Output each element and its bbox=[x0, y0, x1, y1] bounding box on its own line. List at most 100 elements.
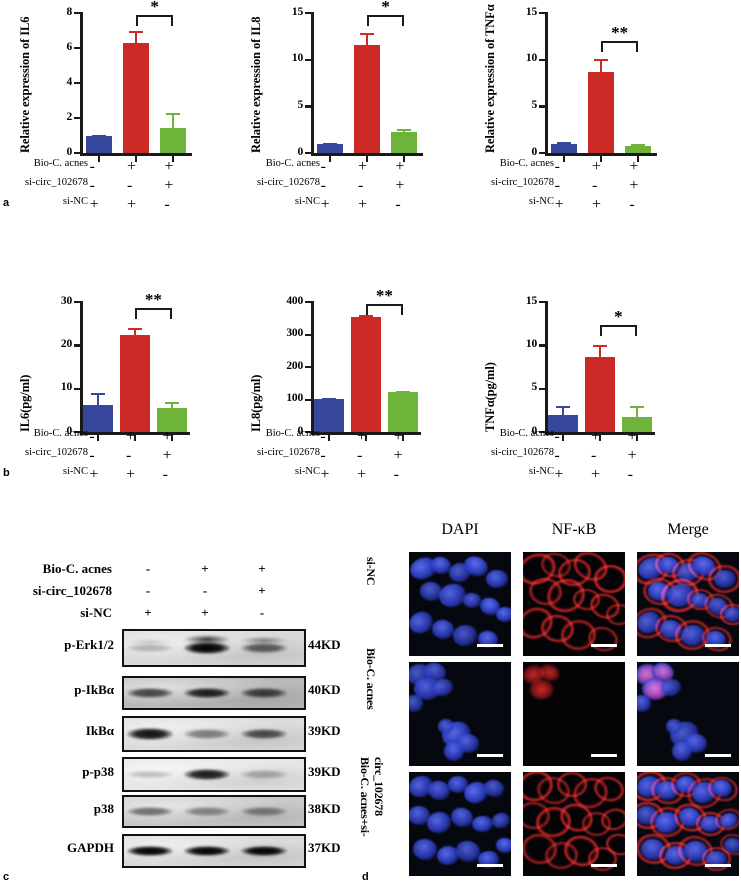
bar-b1-1 bbox=[120, 335, 150, 432]
condition-value-a3-2-0: + bbox=[554, 196, 564, 213]
blot-band-3-0 bbox=[127, 770, 173, 779]
blot-gel-2 bbox=[122, 716, 306, 752]
error-bar-a3-1 bbox=[594, 59, 608, 72]
y-tick-label-a3-2: 10 bbox=[525, 52, 537, 65]
y-tick-label-b1-0: 0 bbox=[66, 424, 72, 437]
x-tick-a1-1 bbox=[134, 155, 138, 162]
blot-condition-value-2-1: + bbox=[201, 605, 209, 620]
condition-label-a1-2: si-NC bbox=[62, 196, 88, 207]
if-column-header-0: DAPI bbox=[441, 521, 479, 538]
plot-area-a3: 0 5 10 15 Relative expression of TNFα ** bbox=[483, 4, 657, 162]
bar-a1-2 bbox=[160, 127, 187, 153]
condition-value-a3-2-2: - bbox=[629, 196, 635, 213]
y-tick-b1-3 bbox=[74, 301, 80, 304]
if-scale-bar-2-0 bbox=[477, 864, 503, 867]
condition-value-a2-0-1: + bbox=[358, 158, 368, 175]
significance-bracket bbox=[135, 307, 172, 319]
if-nucleus-1-0-8 bbox=[437, 719, 454, 734]
y-tick-b2-2 bbox=[305, 366, 311, 369]
y-tick-label-b3-0: 0 bbox=[531, 424, 537, 437]
error-bar-b2-2 bbox=[395, 390, 410, 393]
significance-bracket bbox=[367, 15, 405, 26]
error-stem bbox=[599, 344, 601, 357]
condition-value-b1-2-2: - bbox=[162, 466, 168, 483]
blot-band-upper-0-0 bbox=[127, 638, 173, 645]
error-stem bbox=[366, 32, 368, 45]
bar-a1-1 bbox=[123, 42, 149, 153]
if-row-label-2-line1: circ_102678 bbox=[372, 757, 386, 816]
error-bar-a2-1 bbox=[360, 32, 374, 45]
plot-area-b3: 0 5 10 15 TNFα(pg/ml) * bbox=[483, 295, 655, 441]
y-tick-a2-3 bbox=[305, 12, 311, 15]
y-tick-a1-4 bbox=[74, 12, 80, 15]
condition-value-b1-0-0: - bbox=[89, 428, 95, 445]
condition-value-a2-0-2: + bbox=[395, 158, 405, 175]
x-axis-a2 bbox=[311, 153, 423, 156]
x-tick-b2-2 bbox=[401, 434, 404, 441]
significance-bracket bbox=[366, 304, 403, 315]
y-axis-title-b1: IL6(pg/ml) bbox=[18, 374, 32, 432]
x-tick-b2-1 bbox=[364, 434, 368, 441]
condition-label-b1-1: si-circ_102678 bbox=[25, 447, 88, 458]
significance-bracket bbox=[600, 324, 637, 336]
y-tick-b3-1 bbox=[539, 387, 545, 390]
condition-value-a2-1-0: - bbox=[320, 177, 326, 194]
blot-kd-label-0: 44KD bbox=[308, 637, 341, 652]
condition-value-a2-2-1: + bbox=[358, 196, 368, 213]
blot-kd-label-4: 38KD bbox=[308, 800, 341, 816]
condition-value-a1-1-0: - bbox=[89, 177, 95, 194]
blot-row-label-5: GAPDH bbox=[67, 840, 114, 855]
if-scale-bar-2-1 bbox=[591, 864, 617, 867]
y-tick-b3-3 bbox=[539, 301, 545, 304]
bar-b3-2 bbox=[621, 416, 652, 432]
condition-label-a2-1: si-circ_102678 bbox=[257, 177, 320, 188]
error-bar-a1-2 bbox=[166, 112, 181, 128]
y-tick-label-b2-3: 300 bbox=[286, 327, 303, 339]
panel-letter-b: b bbox=[3, 467, 10, 479]
y-axis-title-a2: Relative expression of IL8 bbox=[249, 16, 263, 153]
condition-value-b1-0-2: + bbox=[162, 428, 172, 445]
condition-label-a3-0: Bio-C. acnes bbox=[499, 158, 554, 169]
blot-condition-value-1-1: - bbox=[202, 583, 208, 598]
blot-condition-value-0-1: + bbox=[201, 561, 209, 576]
chart-a1: 0 2 4 6 8 Relative expression of IL6 * bbox=[18, 0, 237, 162]
blot-kd-label-5: 37KD bbox=[308, 840, 341, 855]
condition-label-b3-1: si-circ_102678 bbox=[491, 447, 554, 458]
blot-condition-value-2-0: + bbox=[144, 605, 152, 620]
chart-b1: 0 10 20 30 IL6(pg/ml) ** bbox=[18, 291, 237, 446]
condition-value-a3-1-0: - bbox=[554, 177, 560, 194]
error-bar-b1-2 bbox=[164, 402, 179, 408]
blot-condition-label-2: si-NC bbox=[80, 605, 112, 620]
x-axis-a1 bbox=[80, 153, 192, 156]
y-tick-label-a3-0: 0 bbox=[531, 145, 537, 158]
significance-bracket bbox=[601, 41, 639, 53]
condition-value-a3-1-2: + bbox=[629, 177, 639, 194]
y-axis-b1 bbox=[80, 301, 83, 432]
error-stem bbox=[170, 402, 173, 408]
y-tick-b2-1 bbox=[305, 398, 311, 401]
y-tick-label-a2-0: 0 bbox=[297, 145, 303, 158]
y-tick-label-a1-1: 2 bbox=[66, 110, 72, 123]
if-image-0-1 bbox=[523, 552, 625, 656]
error-stem bbox=[134, 327, 136, 336]
x-tick-b1-0 bbox=[97, 434, 100, 441]
panel-letter-d: d bbox=[362, 871, 369, 883]
x-tick-a1-2 bbox=[172, 155, 175, 162]
y-tick-b2-3 bbox=[305, 333, 311, 336]
condition-table-a3 bbox=[0, 158, 741, 214]
bar-a2-0 bbox=[316, 143, 343, 153]
x-tick-b1-2 bbox=[170, 434, 173, 441]
if-image-1-1 bbox=[523, 662, 625, 766]
error-cap bbox=[128, 327, 142, 330]
if-scale-bar-0-0 bbox=[477, 644, 503, 647]
if-nfkb-signal-0-2-4 bbox=[708, 565, 739, 593]
condition-label-b1-2: si-NC bbox=[62, 466, 88, 477]
condition-value-b2-2-2: - bbox=[393, 466, 399, 483]
bar-a1-0 bbox=[85, 135, 112, 153]
blot-kd-label-1: 40KD bbox=[308, 682, 341, 697]
condition-label-a1-1: si-circ_102678 bbox=[25, 177, 88, 188]
error-bar-a2-2 bbox=[397, 128, 412, 132]
x-tick-b1-1 bbox=[133, 434, 137, 441]
condition-value-a1-2-1: + bbox=[127, 196, 137, 213]
